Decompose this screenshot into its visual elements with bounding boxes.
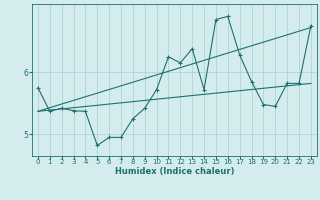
X-axis label: Humidex (Indice chaleur): Humidex (Indice chaleur) [115,167,234,176]
